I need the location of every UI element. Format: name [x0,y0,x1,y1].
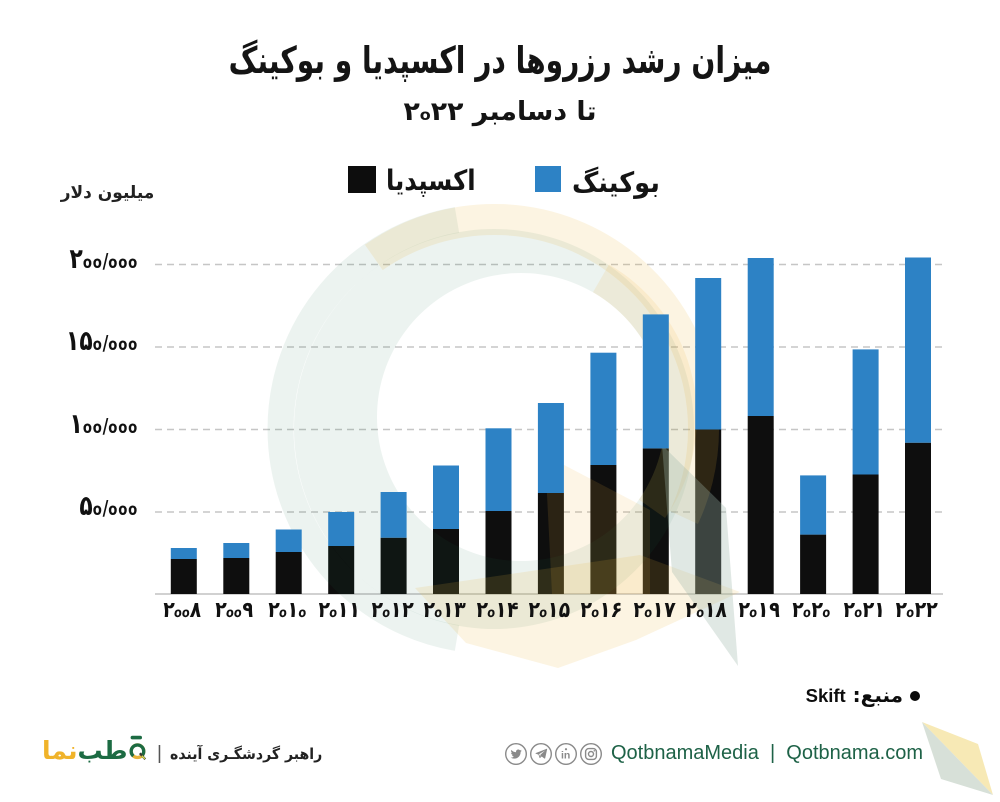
svg-text:in: in [561,750,570,762]
